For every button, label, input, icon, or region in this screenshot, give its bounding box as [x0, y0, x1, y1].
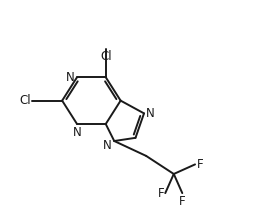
Text: N: N: [146, 107, 155, 120]
Text: Cl: Cl: [100, 50, 112, 63]
Text: N: N: [66, 71, 75, 84]
Text: Cl: Cl: [20, 94, 31, 107]
Text: F: F: [157, 187, 164, 200]
Text: N: N: [103, 139, 112, 152]
Text: N: N: [73, 126, 82, 139]
Text: F: F: [197, 158, 203, 171]
Text: F: F: [179, 195, 186, 208]
